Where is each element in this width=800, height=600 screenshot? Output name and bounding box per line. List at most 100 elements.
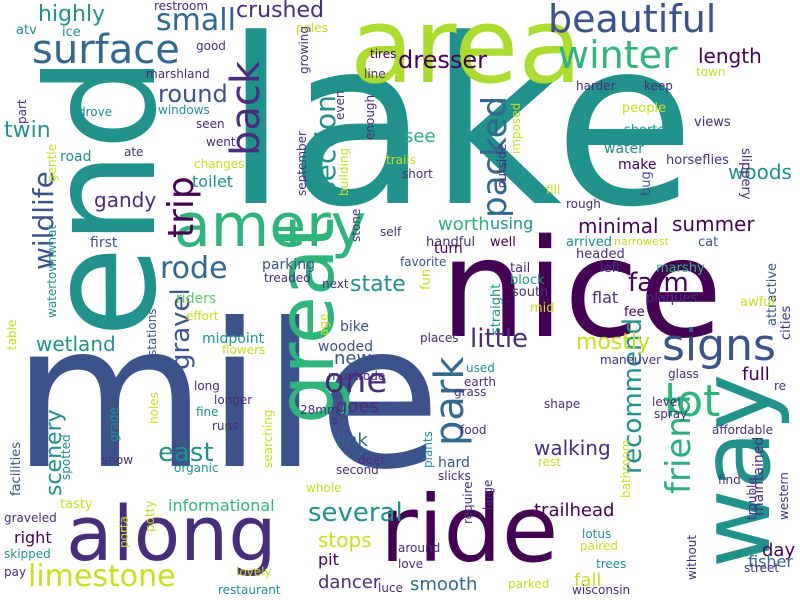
cloud-word: skipped: [4, 547, 51, 561]
cloud-word: goes: [336, 396, 379, 417]
cloud-word: using: [490, 214, 534, 233]
cloud-word: lot: [664, 376, 721, 427]
cloud-word: straight: [489, 283, 504, 334]
cloud-word: organic: [174, 461, 219, 475]
cloud-word: fee: [624, 305, 645, 320]
cloud-word: watertownwhat: [45, 224, 59, 318]
cloud-word: arrived: [566, 235, 612, 250]
cloud-word: poles: [296, 21, 328, 35]
cloud-word: right: [14, 528, 52, 547]
cloud-word: restaurant: [218, 583, 281, 597]
cloud-word: longer: [214, 393, 253, 407]
cloud-word: dancer: [318, 572, 381, 593]
cloud-word: imposed: [509, 102, 523, 154]
cloud-word: glass: [668, 367, 699, 381]
cloud-word: walking: [534, 436, 611, 460]
cloud-word: marshland: [146, 67, 210, 81]
cloud-word: handful: [426, 235, 476, 250]
cloud-word: runs: [212, 419, 239, 433]
cloud-word: along: [66, 489, 277, 578]
cloud-word: full: [742, 364, 770, 385]
cloud-word: narrowest: [614, 235, 669, 248]
cloud-word: limestone: [28, 559, 176, 594]
cloud-word: surface: [32, 27, 180, 73]
cloud-word: facilities: [9, 441, 24, 496]
cloud-word: signs: [662, 320, 776, 371]
cloud-word: flowers: [222, 343, 266, 357]
cloud-word: beautiful: [548, 0, 717, 41]
cloud-word: farm: [628, 268, 689, 298]
cloud-word: mostly: [576, 330, 651, 355]
cloud-word: changes: [194, 157, 245, 171]
cloud-word: fisher: [748, 552, 793, 571]
cloud-word: slicks: [438, 469, 471, 483]
cloud-word: good: [196, 39, 226, 53]
cloud-word: lotus: [582, 527, 612, 541]
cloud-word: parked: [508, 577, 550, 591]
cloud-word: around: [398, 541, 441, 555]
cloud-word: fun: [419, 268, 434, 290]
cloud-word: worth: [438, 214, 490, 235]
cloud-word: trees: [596, 557, 627, 571]
cloud-word: spotted: [59, 434, 73, 480]
cloud-word: potty: [143, 500, 157, 532]
cloud-word: restroom: [154, 0, 209, 13]
cloud-word: stops: [318, 528, 372, 552]
cloud-word: minimal: [578, 214, 659, 238]
cloud-word: road: [60, 149, 92, 165]
cloud-word: smooth: [410, 574, 478, 595]
cloud-word: spray: [654, 407, 688, 421]
cloud-word: places: [420, 331, 459, 345]
cloud-word: atv: [16, 23, 37, 38]
cloud-word: long: [194, 379, 220, 393]
cloud-word: 28mm: [300, 403, 339, 417]
cloud-word: east: [158, 438, 214, 468]
cloud-word: riders: [176, 291, 217, 307]
cloud-word: shorter: [624, 123, 671, 138]
cloud-word: lake: [224, 0, 696, 258]
cloud-word: one: [324, 361, 388, 401]
cloud-word: food: [460, 423, 487, 437]
cloud-word: cities: [779, 305, 794, 340]
cloud-word: winter: [558, 33, 678, 77]
cloud-word: cat: [698, 235, 719, 250]
cloud-word: require: [461, 481, 475, 524]
cloud-word: south: [512, 285, 549, 300]
cloud-word: grade: [107, 407, 121, 442]
cloud-word: midpoint: [202, 331, 265, 347]
cloud-word: day: [762, 540, 796, 561]
cloud-word: drove: [78, 105, 113, 119]
cloud-word: trailhead: [534, 500, 615, 521]
cloud-word: toilet: [192, 172, 234, 191]
cloud-word: wisconsin: [572, 583, 631, 597]
cloud-word: affordable: [712, 423, 773, 437]
cloud-word: well: [490, 235, 516, 250]
cloud-word: hard: [438, 455, 470, 471]
cloud-word: rode: [160, 251, 228, 286]
cloud-word: tires: [370, 47, 397, 61]
cloud-word: treaded: [264, 271, 311, 285]
cloud-word: short: [402, 167, 433, 181]
cloud-word: find: [718, 473, 741, 487]
cloud-word: horseflies: [666, 153, 729, 168]
cloud-word: large: [481, 479, 495, 510]
cloud-word: fine: [196, 405, 219, 419]
cloud-word: pit: [318, 550, 339, 569]
cloud-word: western: [777, 472, 791, 520]
cloud-word: gandy: [94, 188, 157, 212]
cloud-word: seen: [196, 117, 225, 131]
cloud-word: highly: [38, 2, 106, 27]
cloud-word: bike: [340, 319, 369, 335]
cloud-word: building: [337, 147, 351, 196]
cloud-word: table: [5, 319, 19, 350]
cloud-word: shape: [544, 397, 581, 411]
cloud-word: part: [15, 99, 29, 124]
cloud-word: windows: [158, 103, 210, 117]
cloud-word: porta: [117, 516, 131, 548]
cloud-word: left: [600, 261, 622, 276]
cloud-word: line: [364, 67, 386, 81]
cloud-word: fill: [546, 183, 561, 197]
cloud-word: favorite: [400, 255, 447, 269]
cloud-word: views: [694, 115, 731, 130]
cloud-word: block: [510, 273, 545, 288]
